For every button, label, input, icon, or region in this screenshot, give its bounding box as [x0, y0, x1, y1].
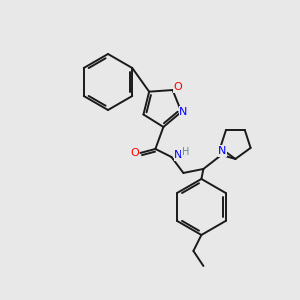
Text: H: H — [182, 147, 189, 157]
Text: N: N — [179, 107, 188, 117]
Text: N: N — [218, 146, 226, 156]
Text: O: O — [130, 148, 139, 158]
Text: N: N — [174, 150, 183, 160]
Text: O: O — [173, 82, 182, 92]
